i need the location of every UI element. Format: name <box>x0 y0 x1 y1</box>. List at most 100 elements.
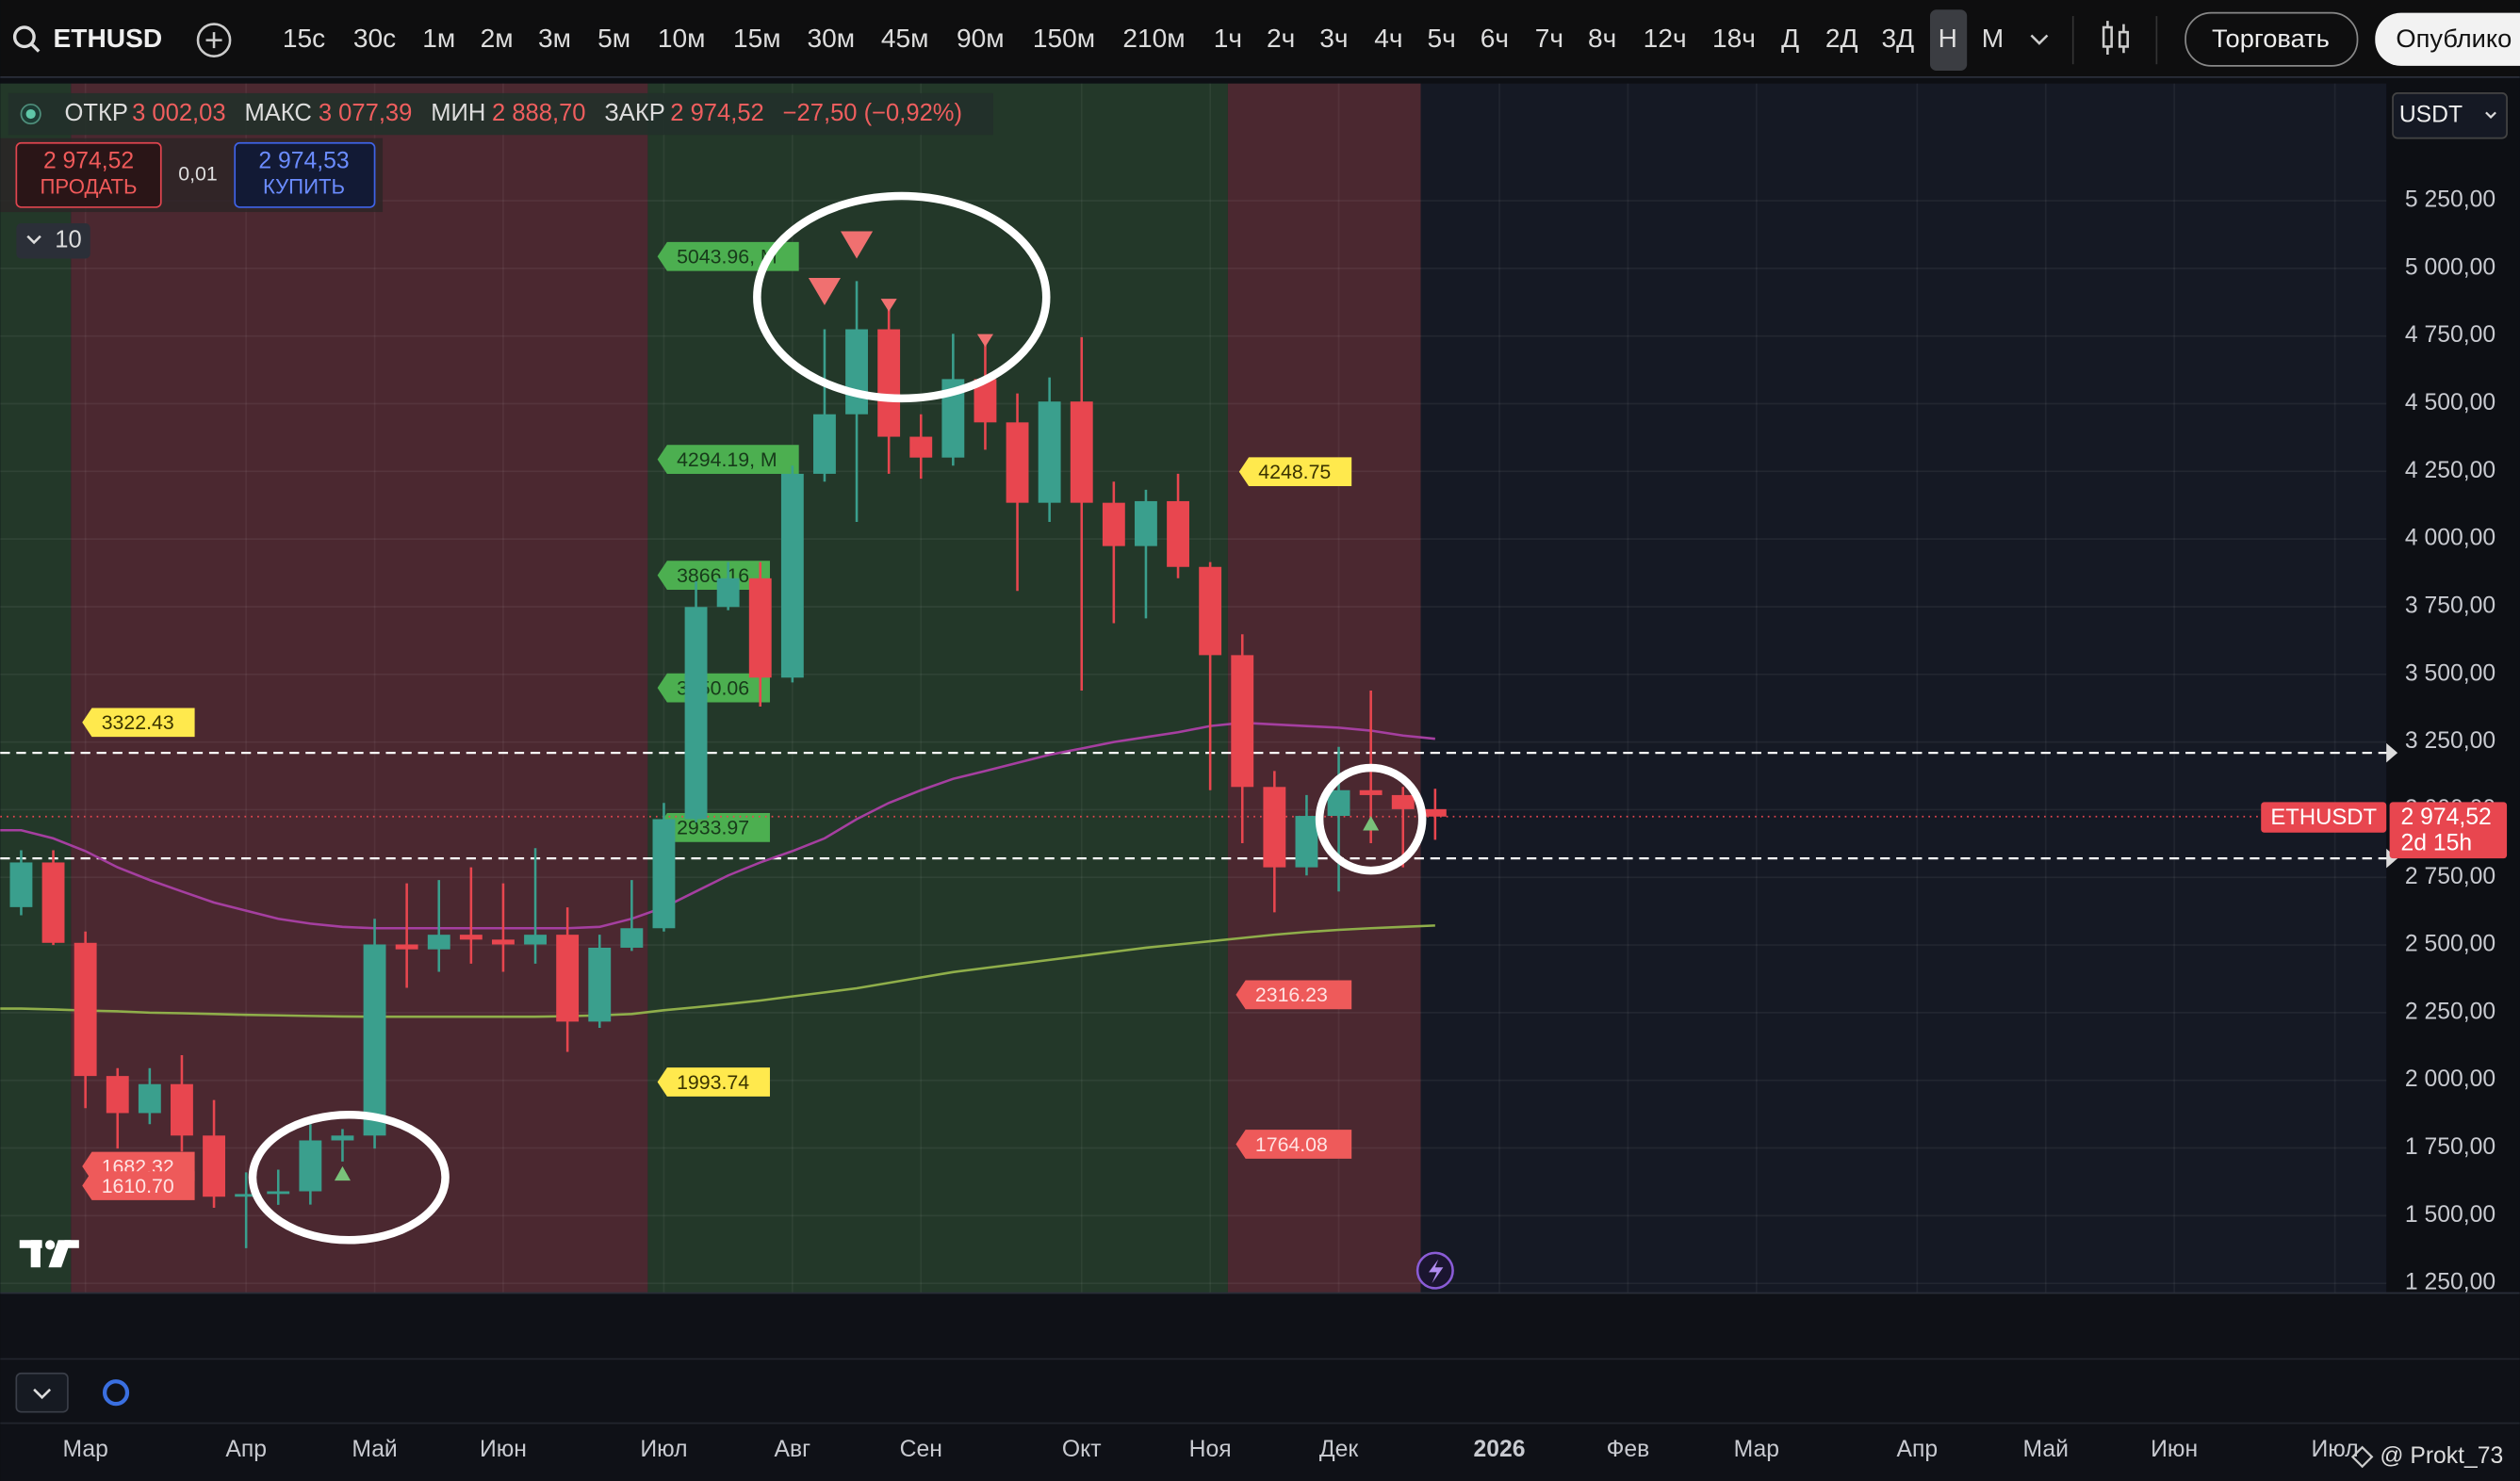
interval[interactable]: 2ч <box>1267 24 1295 53</box>
candle-body <box>1423 808 1447 817</box>
interval[interactable]: 3м <box>538 24 571 53</box>
interval[interactable]: 7ч <box>1535 24 1563 53</box>
candle-body <box>1135 500 1157 546</box>
interval[interactable]: 2м <box>481 24 514 53</box>
interval[interactable]: 2Д <box>1825 24 1858 53</box>
candle-body <box>1231 655 1254 788</box>
indicators-count[interactable]: 10 <box>55 226 81 252</box>
tag-symbol-bg <box>2261 802 2387 833</box>
price-label-text: 1610.70 <box>102 1175 174 1197</box>
legend-label: ОТКР <box>64 100 127 126</box>
candle-body <box>909 436 933 458</box>
candle-body <box>813 414 836 474</box>
sell-price[interactable]: 2 974,52 <box>43 149 134 174</box>
interval[interactable]: 1м <box>422 24 455 53</box>
interval[interactable]: 45м <box>881 24 929 53</box>
trade-button-label[interactable]: Торговать <box>2212 24 2330 53</box>
interval[interactable]: 1ч <box>1214 24 1242 53</box>
interval[interactable]: 30с <box>353 24 396 53</box>
interval[interactable]: 3Д <box>1882 24 1915 53</box>
candle-body <box>974 379 997 423</box>
price-label-box <box>82 1171 195 1200</box>
candle-body <box>74 942 97 1077</box>
symbol[interactable]: ETHUSD <box>54 24 163 53</box>
interval[interactable]: 150м <box>1033 24 1095 53</box>
price-label-box <box>657 813 770 842</box>
lines <box>0 721 2398 1018</box>
interval[interactable]: 6ч <box>1481 24 1509 53</box>
interval[interactable]: Н <box>1939 24 1957 53</box>
add-symbol[interactable] <box>196 23 232 57</box>
y-tick-label: 1 250,00 <box>2405 1270 2495 1295</box>
tv-logo <box>19 1240 79 1268</box>
interval[interactable]: 10м <box>658 24 706 53</box>
x-tick-label: Ноя <box>1189 1437 1232 1462</box>
time-axis: Мар Апр Май Июн Июл Авг Сен Окт Ноя Дек 2026 Фев Мар… <box>62 1437 2358 1462</box>
interval[interactable]: 4ч <box>1374 24 1402 53</box>
buy-label[interactable]: КУПИТЬ <box>263 174 345 198</box>
legend-value: 2 888,70 <box>492 100 586 126</box>
interval[interactable]: 15м <box>733 24 781 53</box>
trade-button[interactable] <box>2185 11 2359 67</box>
price-label-box <box>657 445 799 474</box>
price-label-box <box>1235 980 1352 1010</box>
search-icon[interactable] <box>12 25 36 49</box>
interval[interactable]: 12ч <box>1644 24 1687 53</box>
indicators-toggle[interactable] <box>16 222 90 259</box>
grid: 1 250,00 1 500,00 1 750,00 2 000,00 2 250,00… <box>0 83 2495 1295</box>
interval-menu[interactable] <box>2030 34 2049 45</box>
interval[interactable]: 210м <box>1122 24 1185 53</box>
candle-body <box>1199 566 1222 656</box>
candle-body <box>1327 789 1350 817</box>
price-label: 4248.75 <box>1238 457 1352 487</box>
interval[interactable]: Д <box>1781 24 1799 53</box>
legend-value: 3 077,39 <box>319 100 413 126</box>
watermark-icon <box>2350 1445 2374 1469</box>
interval[interactable]: М <box>1982 24 2004 53</box>
buy-button[interactable] <box>234 141 376 208</box>
candle-body <box>941 379 965 458</box>
candle-body <box>1295 816 1318 868</box>
price-label: 1610.70 <box>82 1171 195 1200</box>
highlight-circle <box>1315 763 1427 875</box>
sell-label[interactable]: ПРОДАТЬ <box>41 174 138 198</box>
price-label-text: 4248.75 <box>1258 461 1331 483</box>
refresh-icon[interactable] <box>102 1379 130 1407</box>
publish-button[interactable] <box>2375 12 2520 66</box>
x-tick-label: Апр <box>1897 1437 1939 1462</box>
moving-average <box>0 924 1435 1018</box>
price-label: 1764.08 <box>1235 1130 1352 1159</box>
price-label: 4294.19, M <box>657 445 799 474</box>
interval[interactable]: 15с <box>283 24 325 53</box>
price-label-box <box>657 1067 770 1097</box>
candle-body <box>106 1076 129 1114</box>
candle-body <box>556 935 580 1022</box>
sell-signal <box>976 334 993 348</box>
currency-select[interactable] <box>2392 92 2508 139</box>
chart-type-icon[interactable] <box>2102 21 2129 55</box>
candle-body <box>1391 794 1415 809</box>
interval[interactable]: 5ч <box>1428 24 1456 53</box>
interval[interactable]: 90м <box>957 24 1005 53</box>
buy-signal <box>334 1165 351 1181</box>
status-dot-inner <box>25 108 36 120</box>
interval[interactable]: 30м <box>807 24 855 53</box>
candle-body <box>41 862 65 943</box>
buy-price[interactable]: 2 974,53 <box>258 149 349 174</box>
currency[interactable]: USDT <box>2399 102 2463 127</box>
interval[interactable]: 5м <box>597 24 630 53</box>
candle-body <box>235 1194 258 1197</box>
sell-signal <box>808 277 841 305</box>
interval[interactable]: 8ч <box>1588 24 1616 53</box>
candle-body <box>780 473 804 678</box>
sell-button[interactable] <box>15 141 162 208</box>
x-tick-label: Дек <box>1319 1437 1358 1462</box>
x-tick-label: Мар <box>62 1437 107 1462</box>
publish-button-label[interactable]: Опублико <box>2396 24 2512 53</box>
interval[interactable]: 3ч <box>1319 24 1348 53</box>
candle-body <box>1359 789 1383 795</box>
collapse-button[interactable] <box>15 1372 69 1413</box>
interval[interactable]: 18ч <box>1712 24 1756 53</box>
